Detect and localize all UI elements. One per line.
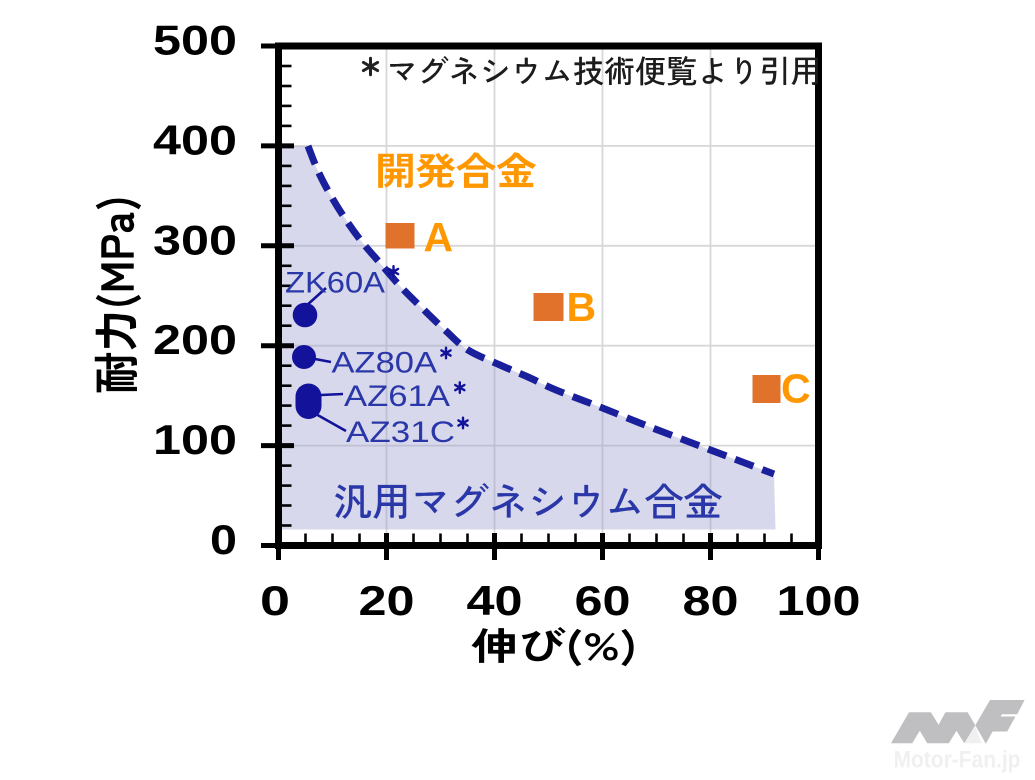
- svg-text:AZ61A: AZ61A: [344, 380, 450, 413]
- svg-text:60: 60: [575, 577, 631, 624]
- svg-text:A: A: [424, 214, 454, 260]
- svg-text:40: 40: [467, 577, 523, 624]
- svg-text:B: B: [567, 284, 597, 330]
- svg-text:C: C: [781, 366, 811, 412]
- svg-text:100: 100: [153, 416, 237, 463]
- svg-text:0: 0: [260, 577, 290, 624]
- svg-text:300: 300: [153, 216, 237, 263]
- svg-text:200: 200: [153, 316, 237, 363]
- svg-text:20: 20: [359, 577, 415, 624]
- svg-text:0: 0: [210, 516, 237, 563]
- svg-text:AZ80A: AZ80A: [332, 347, 438, 380]
- svg-text:400: 400: [153, 116, 237, 163]
- svg-text:500: 500: [153, 17, 237, 64]
- svg-text:100: 100: [777, 577, 861, 624]
- svg-text:80: 80: [683, 577, 739, 624]
- svg-text:ZK60A: ZK60A: [285, 267, 385, 300]
- svg-text:AZ31C: AZ31C: [346, 416, 455, 449]
- svg-text:Motor-Fan.jp: Motor-Fan.jp: [894, 747, 1021, 774]
